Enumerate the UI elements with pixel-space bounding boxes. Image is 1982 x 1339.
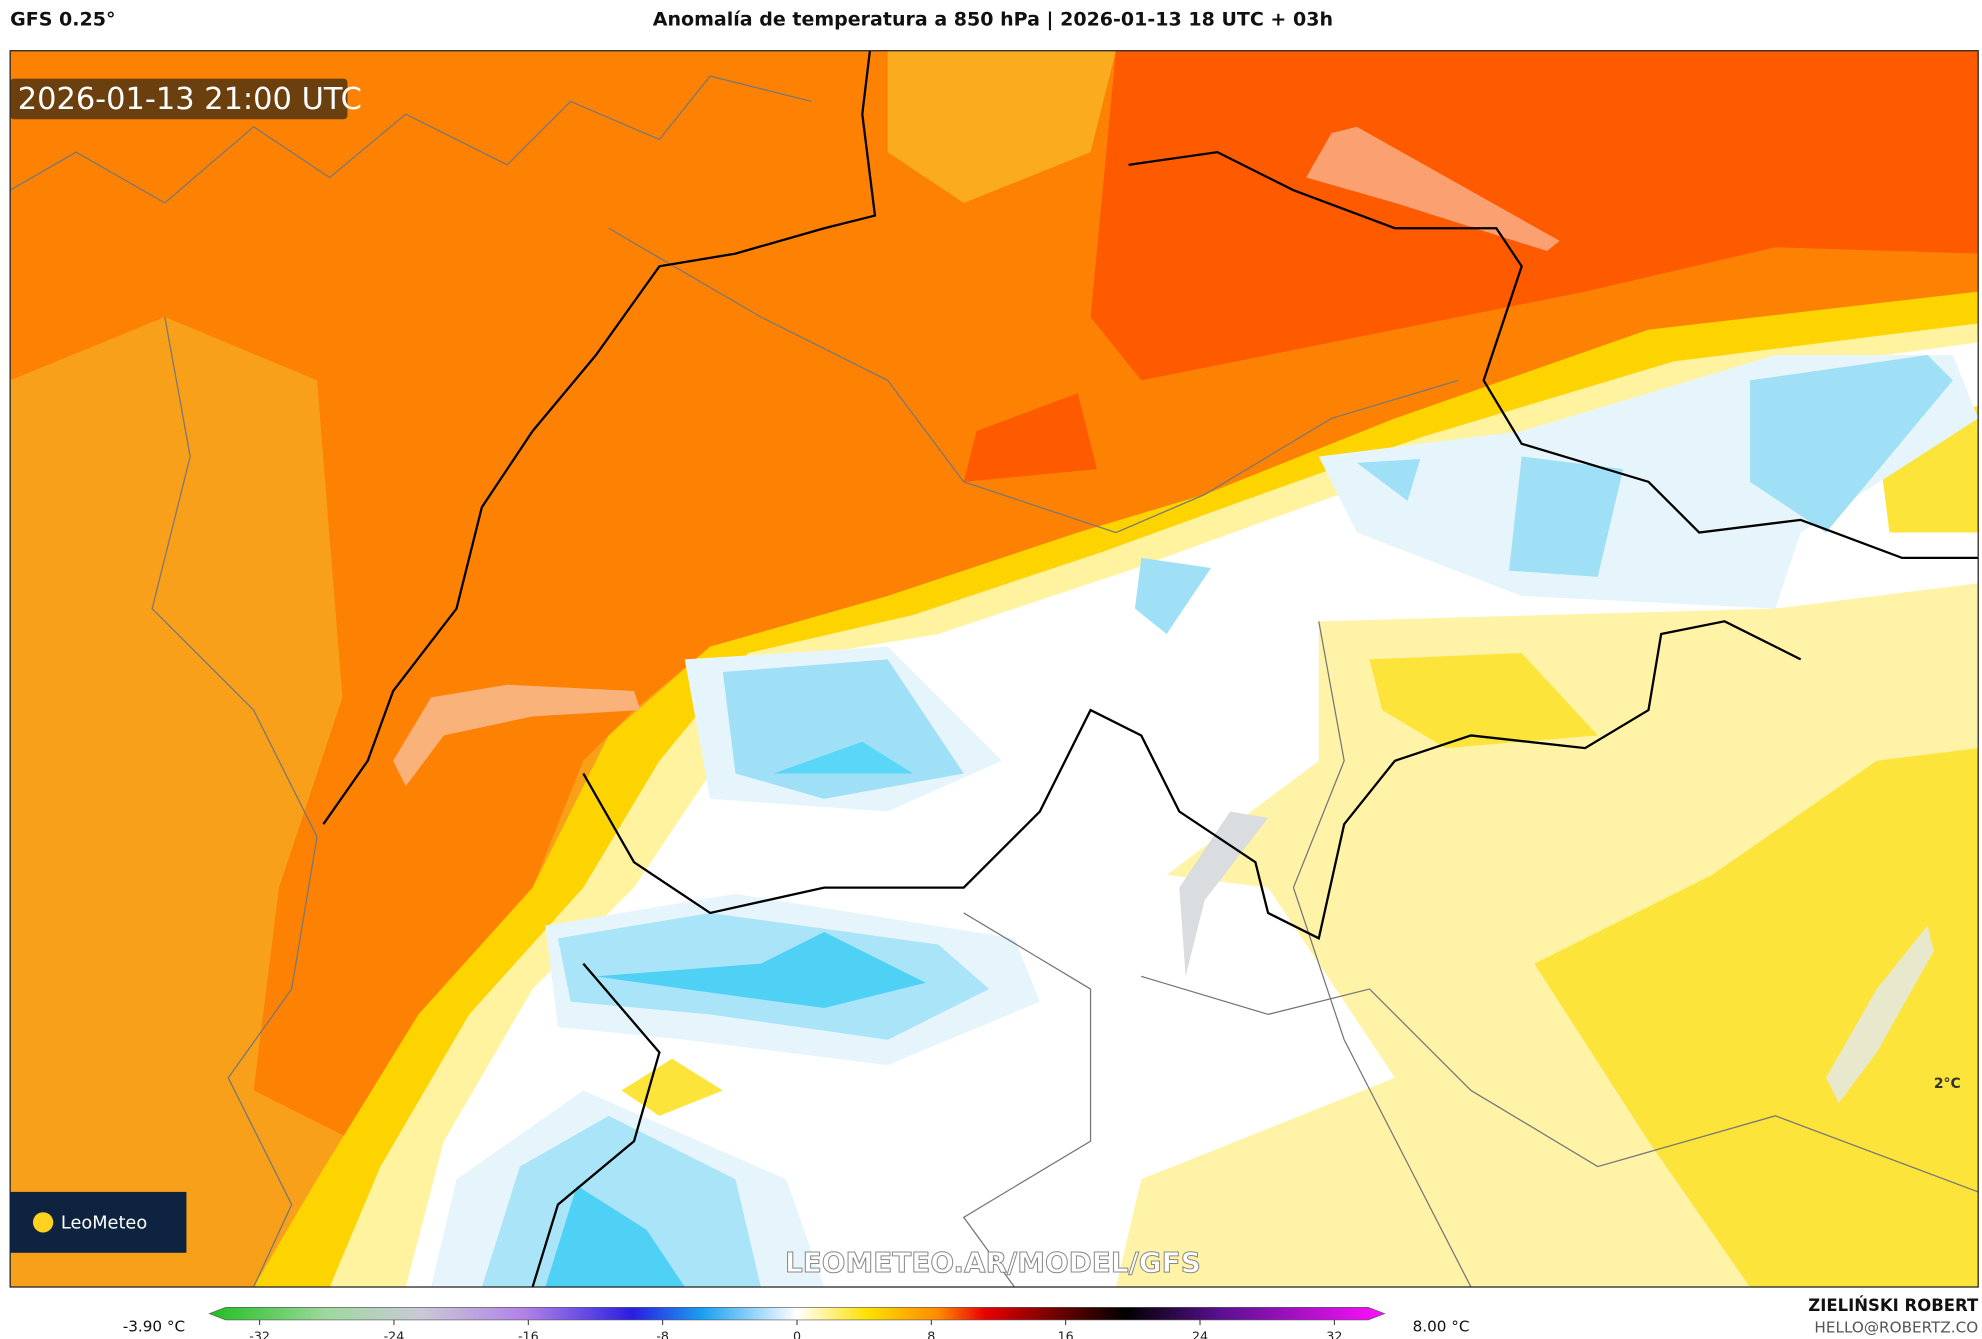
national-border <box>531 962 661 1288</box>
region <box>773 741 914 774</box>
lake <box>1826 925 1934 1104</box>
map-frame <box>9 50 1979 1288</box>
timestamp: 2026-01-13 21:00 UTC <box>18 82 362 117</box>
region <box>481 1115 761 1288</box>
region <box>887 50 1116 203</box>
region <box>621 1058 723 1116</box>
region <box>1749 355 1953 533</box>
region <box>963 393 1097 482</box>
national-border <box>582 620 1802 940</box>
national-border <box>322 50 877 825</box>
lake <box>1306 126 1560 252</box>
region <box>1534 748 1979 1288</box>
colorbar-tick-label: 0 <box>793 1328 801 1339</box>
logo-sun <box>32 1212 54 1233</box>
map-title: Anomalía de temperatura a 850 hPa | 2026… <box>653 8 1333 30</box>
timestamp-box <box>10 78 348 120</box>
colorbar-min: -3.90 °C <box>123 1317 185 1335</box>
colorbar-tick-label: 8 <box>927 1328 935 1339</box>
colorbar-ticks: -32 -24 -16 -8 0 8 16 24 32 <box>249 1319 1342 1339</box>
watermark: LEOMETEO.AR/MODEL/GFS <box>785 1246 1201 1279</box>
model-name: GFS 0.25° <box>10 8 115 30</box>
region <box>1369 653 1598 749</box>
admin-border <box>10 75 812 204</box>
email: HELLO@ROBERTZ.CO <box>1814 1319 1978 1337</box>
region <box>10 50 1979 1142</box>
region <box>1356 459 1421 501</box>
colorbar-tick-label: -16 <box>518 1328 539 1339</box>
region <box>1134 557 1212 634</box>
admin-border <box>962 912 1092 1288</box>
logo-text: LeoMeteo <box>61 1214 147 1234</box>
colorbar-tick-label: 32 <box>1326 1328 1342 1339</box>
colorbar-tick-label: -8 <box>656 1328 669 1339</box>
region <box>595 931 926 1009</box>
colorbar-tick-label: 24 <box>1192 1328 1208 1339</box>
lake <box>1179 811 1269 977</box>
colorbar-max: 8.00 °C <box>1413 1317 1470 1335</box>
region <box>1509 456 1624 577</box>
region <box>722 659 964 799</box>
colorbar-tick-label: -32 <box>249 1328 270 1339</box>
author: ZIELIŃSKI ROBERT <box>1808 1296 1979 1315</box>
admin-border <box>1141 975 1979 1193</box>
colorbar-tick-label: -24 <box>384 1328 405 1339</box>
admin-border <box>151 316 318 1288</box>
region <box>545 1185 685 1288</box>
region <box>1090 50 1979 381</box>
admin-border <box>608 227 1459 534</box>
map-label: 2°C <box>1934 1076 1961 1092</box>
colorbar <box>208 1306 1386 1321</box>
map <box>10 50 1979 1288</box>
colorbar-tick-label: 16 <box>1058 1328 1074 1339</box>
lake <box>393 684 641 787</box>
admin-border <box>1292 621 1472 1288</box>
national-border <box>1128 150 1979 560</box>
